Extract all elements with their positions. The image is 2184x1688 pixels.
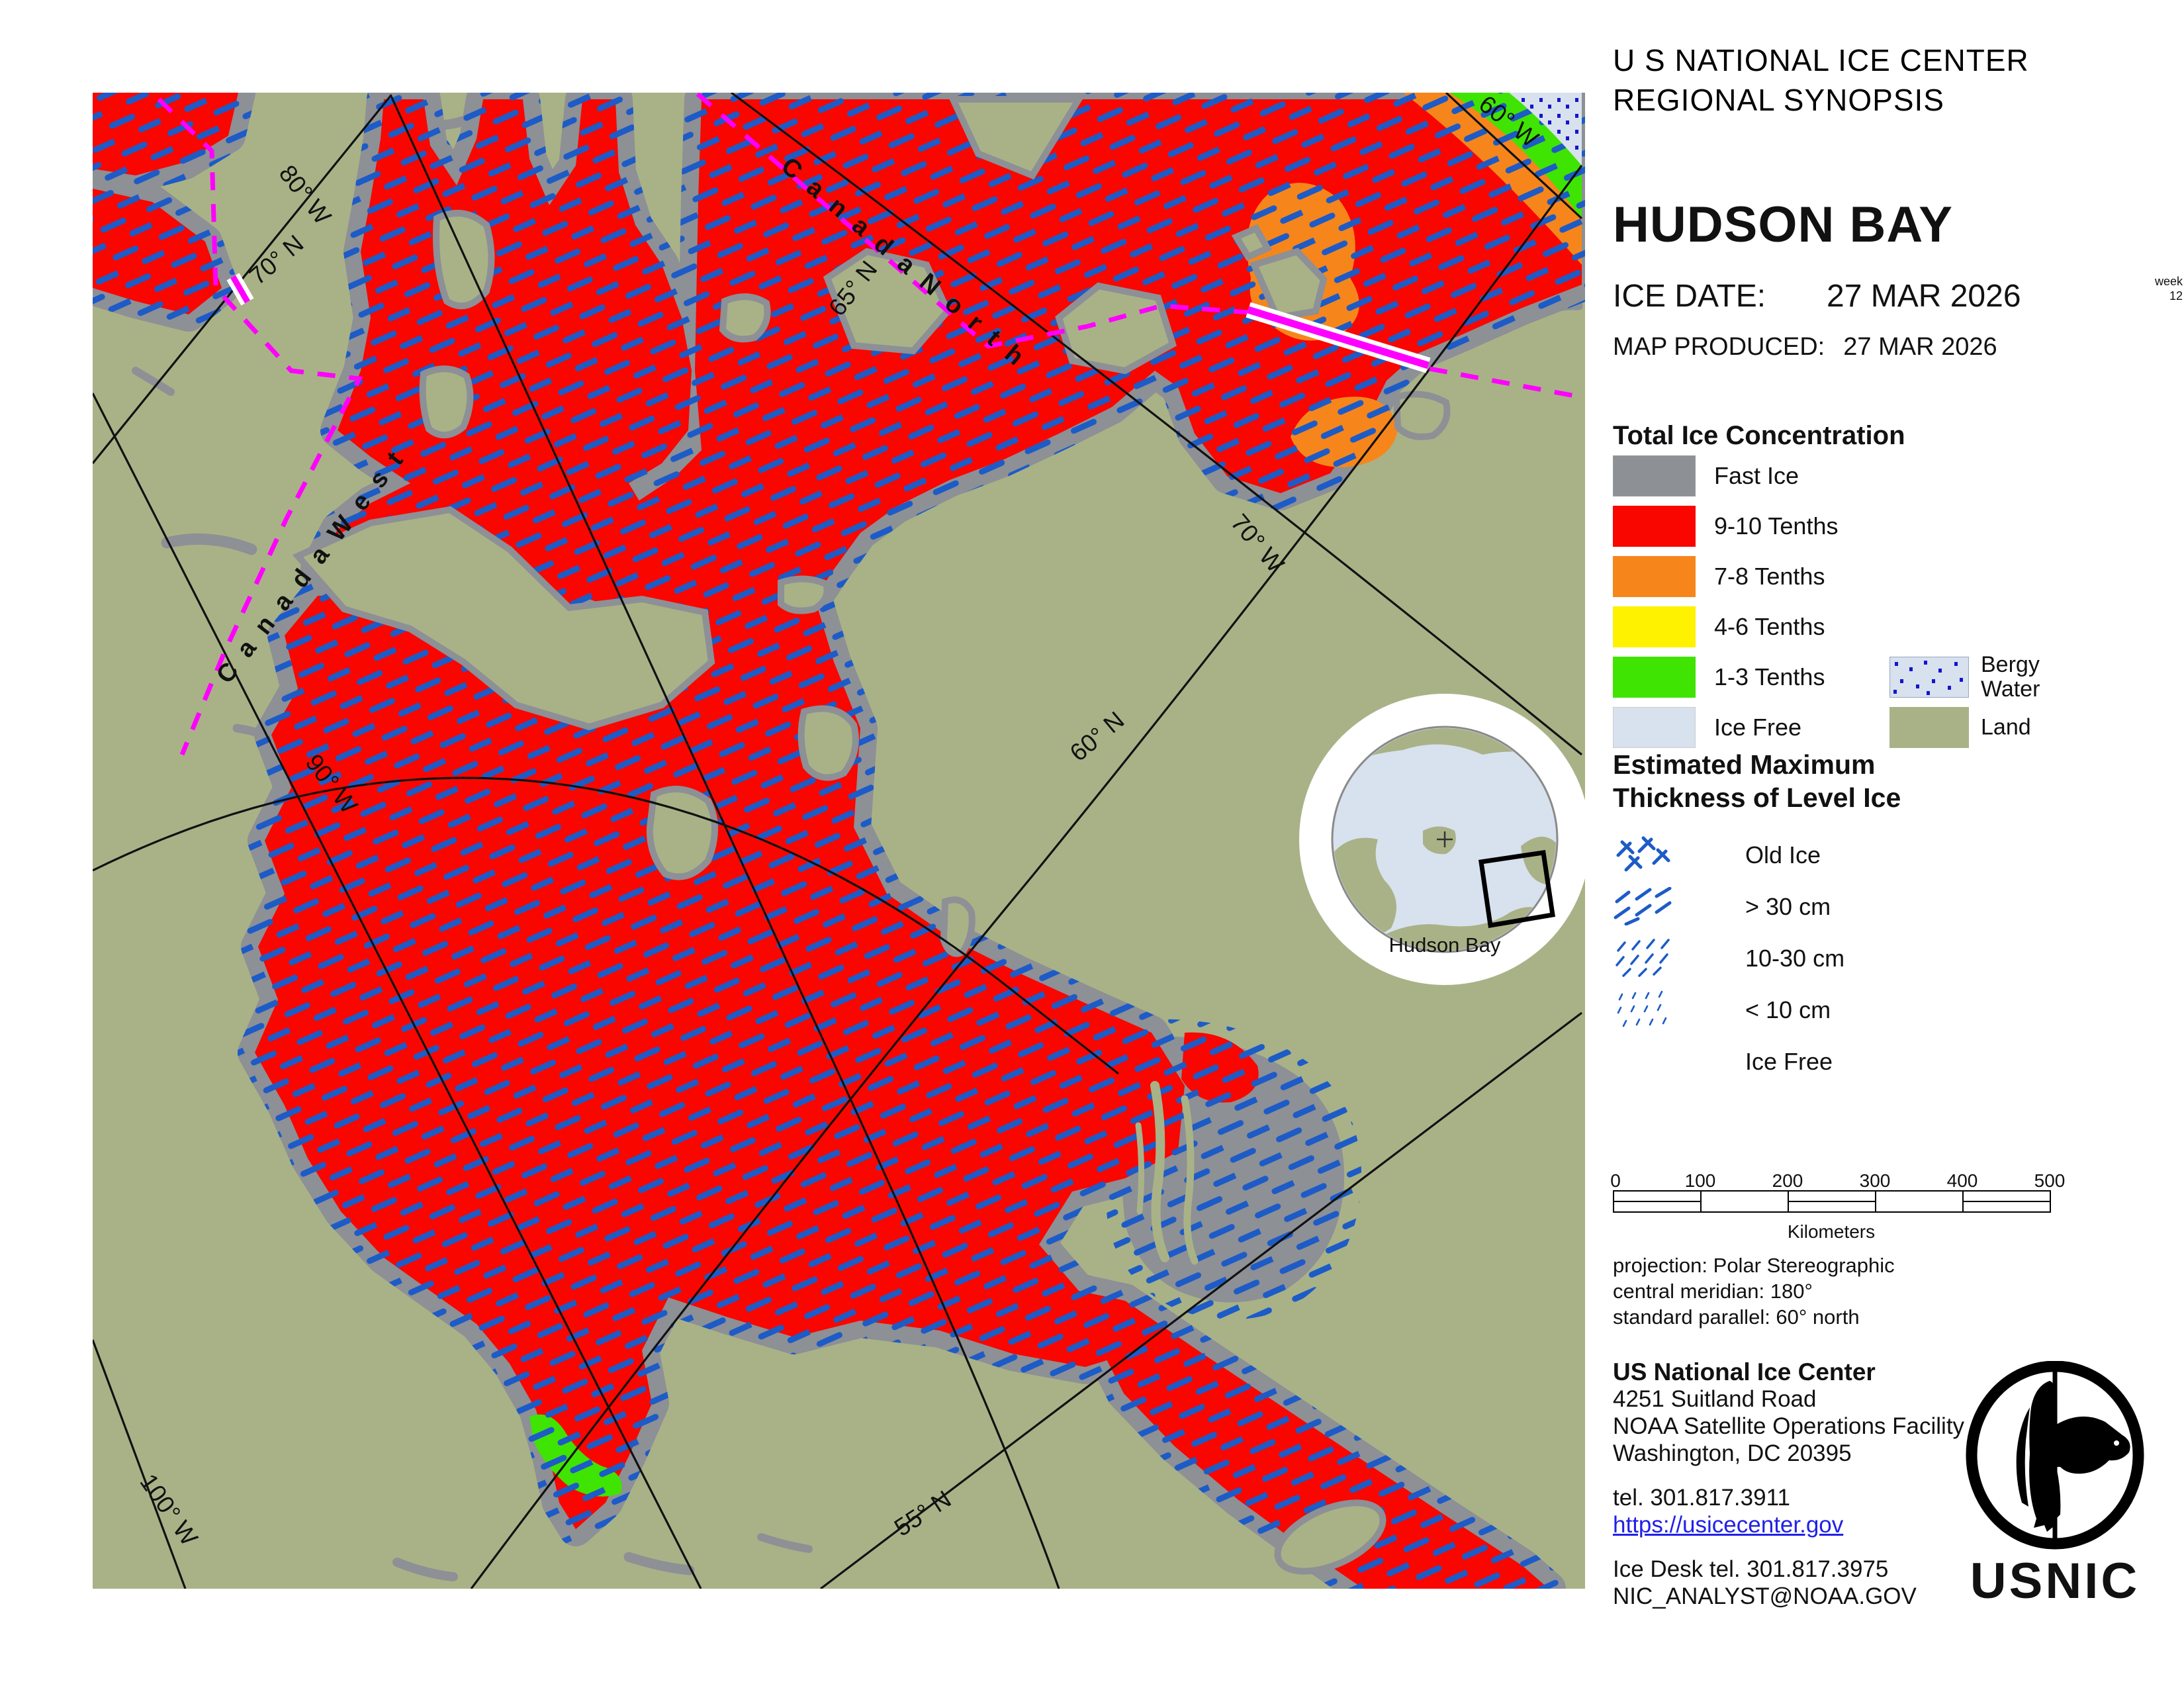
legend-label: 7-8 Tenths — [1714, 563, 1825, 590]
week-label: week — [2154, 275, 2183, 288]
islands — [292, 96, 1451, 1575]
contact-address1: 4251 Suitland Road — [1613, 1386, 1817, 1412]
legend-swatch-bergy — [1889, 656, 1970, 698]
ice-date-row: ICE DATE: 27 MAR 2026 — [1613, 278, 2021, 314]
week-badge: week 12 — [2143, 274, 2183, 303]
legend-swatch-land — [1889, 707, 1969, 748]
belcher-islets — [1135, 1081, 1199, 1265]
usnic-logo-text: USNIC — [1970, 1553, 2140, 1609]
lt10-pattern-icon — [1613, 990, 1676, 1029]
bergy-label-line1: Bergy — [1981, 652, 2040, 677]
thickness-label: < 10 cm — [1745, 996, 1831, 1023]
contact-name: US National Ice Center — [1613, 1358, 1876, 1385]
projection-info: projection: Polar Stereographic central … — [1613, 1252, 1895, 1330]
inset-globe: Hudson Bay — [1299, 694, 1590, 985]
legend-label: 4-6 Tenths — [1714, 613, 1825, 640]
p10-30-pattern-icon — [1613, 939, 1676, 977]
bergy-dots-icon — [1893, 661, 1963, 695]
contact-email: NIC_ANALYST@NOAA.GOV — [1613, 1583, 1917, 1609]
contact-block: US National Ice Center 4251 Suitland Roa… — [1613, 1358, 1964, 1610]
scale-tick: 200 — [1772, 1170, 1803, 1191]
projection-line: central meridian: 180° — [1613, 1280, 1813, 1303]
legend-label: Land — [1981, 714, 2031, 740]
legend-swatch — [1613, 657, 1696, 698]
region-boundaries — [157, 92, 1582, 756]
contact-address3: Washington, DC 20395 — [1613, 1440, 1852, 1466]
inset-globe-crosshair — [1437, 831, 1453, 847]
legend-label: 9-10 Tenths — [1714, 512, 1839, 539]
legend-swatch — [1613, 506, 1696, 547]
bergy-water-area — [1509, 93, 1582, 165]
legend-swatch — [1613, 556, 1696, 597]
projection-line: standard parallel: 60° north — [1613, 1305, 1860, 1329]
legend-swatch — [1612, 706, 1696, 749]
scale-tick: 500 — [2034, 1170, 2066, 1191]
bergy-label-line2: Water — [1981, 677, 2040, 702]
page-title: HUDSON BAY — [1613, 197, 1953, 253]
contact-tel: tel. 301.817.3911 — [1613, 1485, 1790, 1511]
ice-date-label: ICE DATE: — [1613, 279, 1766, 314]
scale-tick: 100 — [1684, 1170, 1716, 1191]
thickness-label: Ice Free — [1745, 1048, 1833, 1075]
produced-value: 27 MAR 2026 — [1843, 333, 1997, 361]
org-name-line2: REGIONAL SYNOPSIS — [1613, 83, 1944, 117]
thickness-label: > 30 cm — [1745, 893, 1831, 920]
inset-extent-box — [1479, 850, 1555, 929]
scale-bar-graphic — [1613, 1190, 2051, 1213]
legend-label: Fast Ice — [1714, 462, 1799, 489]
contact-ice-desk: Ice Desk tel. 301.817.3975 — [1613, 1556, 1889, 1582]
graticule — [91, 91, 1583, 1590]
thickness-title-line1: Estimated Maximum — [1613, 749, 1876, 780]
thickness-label: 10-30 cm — [1745, 945, 1845, 972]
map-canvas: 80° W 70° N 65° N 70° W 60° N 90° W 100°… — [75, 75, 1599, 1606]
legend-label-bergy: Bergy Water — [1981, 653, 2040, 702]
legend-label: 1-3 Tenths — [1714, 663, 1825, 690]
gt30-pattern-icon — [1613, 886, 1676, 926]
projection-line: projection: Polar Stereographic — [1613, 1254, 1895, 1277]
scale-tick: 400 — [1946, 1170, 1978, 1191]
scale-bar-unit: Kilometers — [1787, 1221, 1876, 1242]
legend-label: Ice Free — [1714, 714, 1802, 741]
thickness-title-line2: Thickness of Level Ice — [1613, 782, 1901, 813]
week-value: 12 — [2169, 289, 2183, 303]
org-name-line1: U S NATIONAL ICE CENTER — [1613, 43, 2029, 77]
ice-date-value: 27 MAR 2026 — [1827, 279, 2021, 314]
thickness-label: Old Ice — [1745, 841, 1821, 868]
produced-label: MAP PRODUCED: — [1613, 333, 1825, 361]
scale-bar: 0 100 200 300 400 500 Kilometers — [1610, 1170, 2065, 1243]
usnic-logo: USNIC — [1956, 1360, 2154, 1610]
scale-bar-ticks: 0 100 200 300 400 500 — [1610, 1170, 2065, 1191]
legend-swatch — [1612, 455, 1696, 497]
legend-swatch — [1613, 606, 1696, 647]
highlighted-boundary — [226, 273, 1431, 373]
legend-title: Total Ice Concentration — [1613, 421, 1905, 450]
thickness-title: Estimated Maximum Thickness of Level Ice — [1613, 748, 1901, 814]
scale-tick: 300 — [1859, 1170, 1891, 1191]
old-ice-pattern-icon — [1613, 835, 1676, 874]
website-link[interactable]: https://usicecenter.gov — [1613, 1512, 1844, 1538]
map-produced-row: MAP PRODUCED: 27 MAR 2026 — [1613, 333, 1997, 361]
contact-address2: NOAA Satellite Operations Facility — [1613, 1413, 1965, 1439]
inset-label: Hudson Bay — [1389, 933, 1501, 957]
scale-tick: 0 — [1610, 1170, 1621, 1191]
ice-map: 80° W 70° N 65° N 70° W 60° N 90° W 100°… — [75, 75, 1599, 1606]
usnic-logo-icon — [1966, 1360, 2144, 1550]
